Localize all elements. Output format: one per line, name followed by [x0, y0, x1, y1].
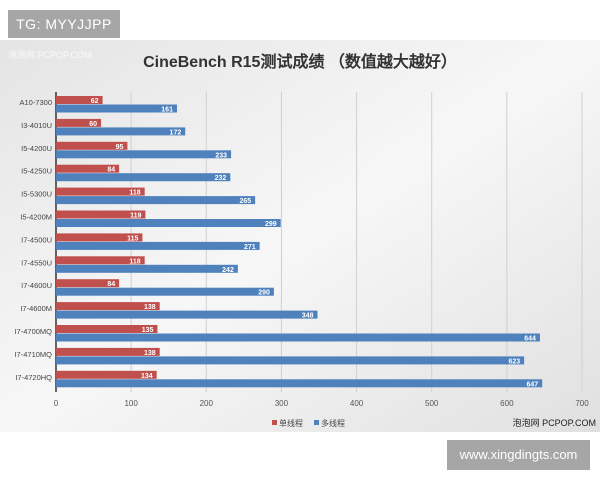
data-label: 138	[144, 304, 156, 311]
bar-multi	[56, 127, 186, 136]
category-label: I7-4550U	[21, 258, 52, 267]
data-label: 644	[524, 336, 536, 343]
data-label: 118	[129, 190, 140, 197]
data-label: 84	[107, 281, 115, 288]
x-tick-label: 700	[575, 399, 589, 408]
data-label: 84	[107, 167, 115, 174]
bar-single	[56, 256, 145, 265]
category-label: I5-4200U	[21, 144, 52, 153]
x-tick-label: 200	[200, 399, 214, 408]
category-label: I7-4600U	[21, 281, 52, 290]
bar-multi	[56, 310, 318, 319]
data-label: 138	[144, 350, 156, 357]
category-label: I5-4200M	[20, 213, 52, 222]
bar-chart: 泡泡网 PCPOP.COM CineBench R15测试成绩 （数值越大越好） 0…	[0, 40, 600, 432]
bar-single	[56, 233, 143, 242]
bar-multi	[56, 150, 232, 159]
data-label: 62	[91, 98, 99, 105]
data-label: 623	[508, 358, 520, 365]
data-label: 271	[244, 244, 256, 251]
x-tick-label: 300	[275, 399, 289, 408]
bar-multi	[56, 333, 540, 342]
data-label: 348	[302, 313, 314, 320]
data-label: 265	[239, 198, 251, 205]
category-label: I7-4720HQ	[15, 373, 52, 382]
watermark-top: 泡泡网 PCPOP.COM	[8, 49, 91, 60]
bar-multi	[56, 219, 281, 227]
x-tick-label: 500	[425, 399, 439, 408]
chart-title: CineBench R15测试成绩 （数值越大越好）	[143, 52, 457, 71]
data-label: 134	[141, 373, 153, 380]
data-label: 95	[116, 144, 124, 151]
category-label: I3-4010U	[21, 121, 52, 130]
bar-multi	[56, 287, 274, 296]
bar-single	[56, 141, 128, 150]
data-label: 115	[127, 235, 138, 242]
bar-single	[56, 210, 146, 219]
site-watermark: www.xingdingts.com	[447, 440, 590, 470]
category-label: I7-4710MQ	[14, 350, 52, 359]
data-label: 135	[142, 327, 154, 334]
bar-single	[56, 96, 103, 104]
bar-multi	[56, 241, 260, 250]
category-label: I5-5300U	[21, 190, 52, 199]
data-label: 242	[222, 267, 234, 274]
bar-multi	[56, 173, 231, 182]
bar-single	[56, 347, 160, 356]
bar-multi	[56, 104, 177, 113]
data-label: 290	[258, 290, 270, 297]
category-label: I7-4600M	[20, 304, 52, 313]
category-label: A10-7300	[19, 98, 52, 107]
x-tick-label: 0	[54, 399, 59, 408]
x-tick-label: 400	[350, 399, 364, 408]
bar-single	[56, 118, 102, 127]
x-tick-label: 100	[124, 399, 138, 408]
bar-multi	[56, 196, 256, 205]
data-label: 161	[161, 107, 173, 114]
category-label: I7-4500U	[21, 235, 52, 244]
legend-swatch	[314, 420, 319, 425]
data-label: 647	[526, 381, 538, 388]
bar-multi	[56, 379, 543, 388]
bar-single	[56, 187, 145, 196]
bar-single	[56, 279, 120, 288]
bar-single	[56, 370, 157, 379]
bar-single	[56, 302, 160, 311]
legend-label: 单线程	[279, 418, 303, 428]
legend-label: 多线程	[321, 418, 345, 428]
bar-multi	[56, 356, 525, 365]
category-label: I5-4250U	[21, 167, 52, 176]
data-label: 232	[215, 175, 227, 182]
data-label: 299	[265, 221, 277, 228]
watermark-bottom: 泡泡网 PCPOP.COM	[513, 417, 596, 428]
data-label: 233	[215, 152, 227, 159]
data-label: 119	[130, 213, 141, 220]
category-label: I7-4700MQ	[14, 327, 52, 336]
data-label: 60	[89, 121, 97, 128]
tg-watermark: TG: MYYJJPP	[8, 10, 120, 38]
data-label: 118	[129, 258, 140, 265]
bar-multi	[56, 264, 238, 273]
bar-single	[56, 325, 158, 333]
legend-swatch	[272, 420, 277, 425]
bar-single	[56, 164, 120, 173]
data-label: 172	[170, 129, 182, 136]
x-tick-label: 600	[500, 399, 514, 408]
